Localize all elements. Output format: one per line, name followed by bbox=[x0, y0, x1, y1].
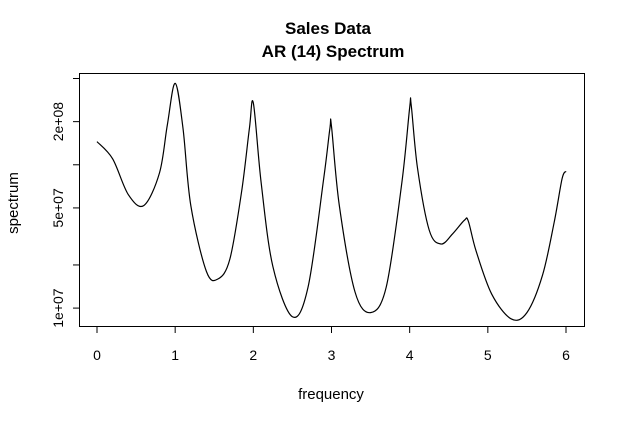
x-tick-label: 6 bbox=[562, 347, 570, 363]
y-tick-label: 1e+07 bbox=[50, 288, 66, 328]
x-tick-label: 4 bbox=[406, 347, 414, 363]
spectrum-line bbox=[96, 82, 567, 321]
x-axis-label: frequency bbox=[298, 386, 364, 403]
y-tick-label: 5e+07 bbox=[50, 188, 66, 228]
chart-title: Sales Data bbox=[285, 19, 372, 38]
y-axis-label: spectrum bbox=[5, 172, 22, 234]
y-tick-label: 2e+08 bbox=[50, 102, 66, 142]
x-tick-label: 2 bbox=[249, 347, 257, 363]
chart-subtitle: AR (14) Spectrum bbox=[262, 42, 405, 61]
x-tick-label: 3 bbox=[328, 347, 336, 363]
x-tick-label: 1 bbox=[171, 347, 179, 363]
y-axis: 1e+07 5e+07 2e+08 bbox=[50, 78, 80, 328]
plot-frame bbox=[79, 73, 585, 327]
x-axis: 0 1 2 3 4 5 6 bbox=[93, 326, 570, 363]
x-tick-label: 0 bbox=[93, 347, 101, 363]
x-tick-label: 5 bbox=[484, 347, 492, 363]
